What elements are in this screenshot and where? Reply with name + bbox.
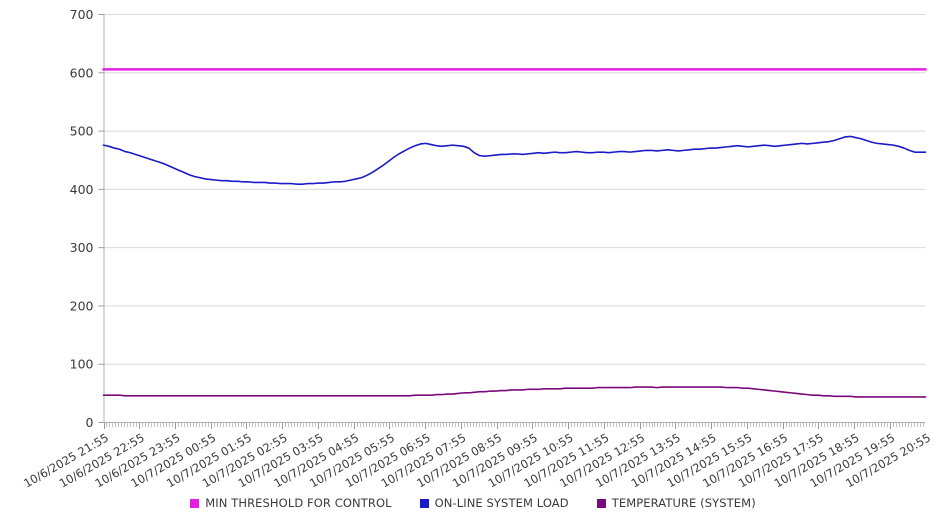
series-line [102, 386, 927, 398]
legend-item[interactable]: TEMPERATURE (SYSTEM) [596, 496, 756, 510]
y-axis-ticks: 0 100 200 300 400 500 600 700 [70, 7, 104, 430]
gridlines [103, 14, 926, 365]
series-line [102, 135, 927, 185]
y-tick-label: 0 [86, 415, 94, 430]
y-tick-label: 200 [70, 298, 94, 313]
y-tick-label: 400 [70, 182, 94, 197]
legend-label: ON-LINE SYSTEM LOAD [434, 496, 569, 510]
y-tick-label: 500 [70, 124, 94, 139]
legend-swatch-icon [190, 498, 200, 508]
y-tick-label: 700 [70, 7, 94, 22]
y-tick-label: 600 [70, 65, 94, 80]
legend-item[interactable]: ON-LINE SYSTEM LOAD [419, 496, 569, 510]
y-tick-label: 300 [70, 240, 94, 255]
legend-swatch-icon [419, 498, 429, 508]
legend-item[interactable]: MIN THRESHOLD FOR CONTROL [190, 496, 392, 510]
legend-label: MIN THRESHOLD FOR CONTROL [205, 496, 392, 510]
chart-legend: MIN THRESHOLD FOR CONTROL ON-LINE SYSTEM … [0, 496, 946, 510]
legend-swatch-icon [596, 498, 606, 508]
axis-lines [103, 14, 926, 423]
y-tick-label: 100 [70, 357, 94, 372]
legend-label: TEMPERATURE (SYSTEM) [611, 496, 756, 510]
x-axis-ticks [104, 423, 924, 429]
data-series [102, 68, 927, 398]
